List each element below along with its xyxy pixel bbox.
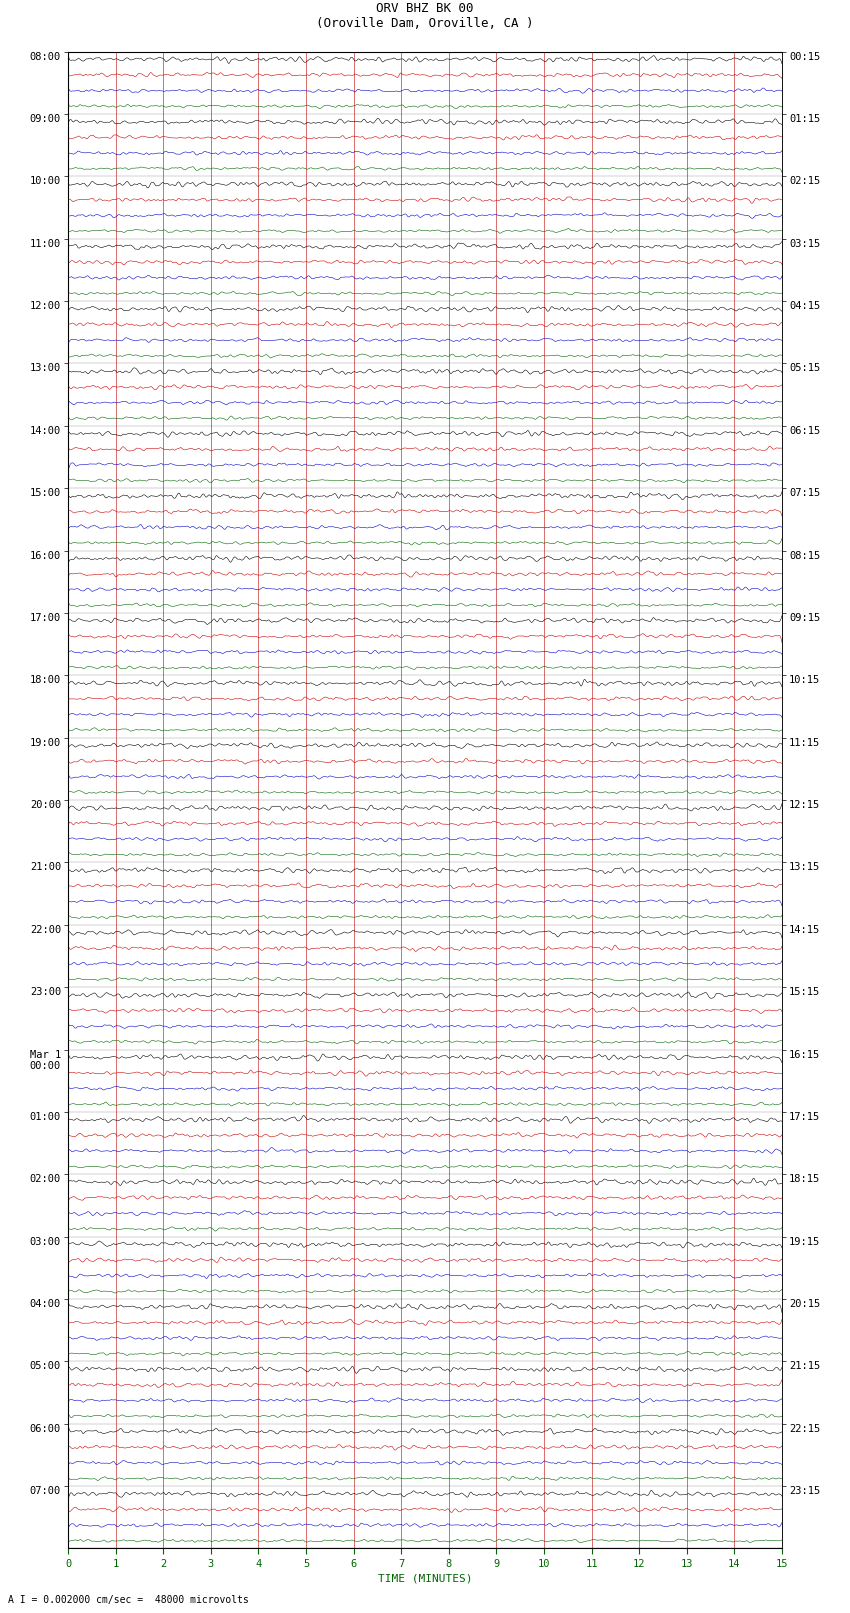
Text: A I = 0.002000 cm/sec =  48000 microvolts: A I = 0.002000 cm/sec = 48000 microvolts [8,1595,249,1605]
X-axis label: TIME (MINUTES): TIME (MINUTES) [377,1573,473,1582]
Title: ORV BHZ BK 00
(Oroville Dam, Oroville, CA ): ORV BHZ BK 00 (Oroville Dam, Oroville, C… [316,2,534,29]
